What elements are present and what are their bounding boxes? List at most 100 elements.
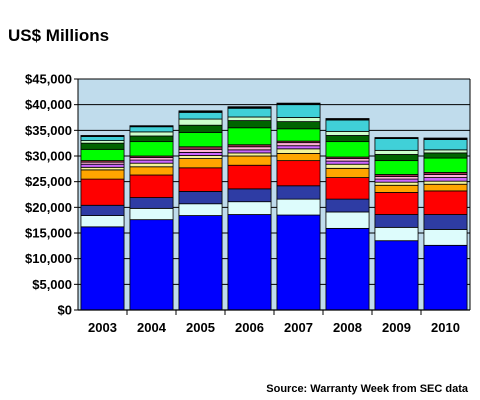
bar-segment bbox=[423, 214, 468, 230]
bar-segment bbox=[178, 152, 223, 156]
x-tick-label: 2007 bbox=[284, 320, 313, 335]
bar-segment bbox=[129, 219, 174, 311]
x-tick-label: 2010 bbox=[431, 320, 460, 335]
bar-segment bbox=[178, 158, 223, 169]
bar-segment bbox=[325, 177, 370, 200]
bar-segment bbox=[423, 190, 468, 215]
bars bbox=[80, 102, 468, 311]
bar-segment bbox=[325, 118, 370, 121]
bar-segment bbox=[276, 142, 321, 147]
bar-segment bbox=[178, 167, 223, 192]
y-tick-label: $30,000 bbox=[25, 149, 72, 164]
x-tick-label: 2004 bbox=[137, 320, 167, 335]
bar-segment bbox=[423, 177, 468, 182]
bar-segment bbox=[325, 211, 370, 229]
x-tick-label: 2006 bbox=[235, 320, 264, 335]
bar-segment bbox=[80, 226, 125, 311]
bar-segment bbox=[80, 148, 125, 162]
bar-segment bbox=[129, 159, 174, 164]
bar-segment bbox=[178, 131, 223, 148]
bar-segment bbox=[129, 207, 174, 221]
bar-segment bbox=[227, 164, 272, 190]
bar-segment bbox=[227, 149, 272, 154]
bar-segment bbox=[374, 181, 419, 186]
bar-segment bbox=[276, 214, 321, 311]
bar-segment bbox=[423, 174, 468, 178]
bar-segment bbox=[129, 125, 174, 128]
y-tick-label: $15,000 bbox=[25, 226, 72, 241]
bar-segment bbox=[374, 178, 419, 183]
bar-segment bbox=[325, 135, 370, 143]
x-tick-label: 2003 bbox=[88, 320, 117, 335]
y-tick-label: $40,000 bbox=[25, 97, 72, 112]
bar-segment bbox=[227, 116, 272, 121]
bar-segment bbox=[325, 198, 370, 213]
bar-segment bbox=[227, 127, 272, 146]
bar-segment bbox=[178, 118, 223, 126]
bar-segment bbox=[374, 160, 419, 175]
bar-segment bbox=[374, 149, 419, 155]
bar-segment bbox=[374, 214, 419, 228]
bar-segment bbox=[80, 136, 125, 141]
bar-segment bbox=[227, 152, 272, 157]
bar-segment bbox=[80, 142, 125, 150]
bar-segment bbox=[423, 229, 468, 246]
bar-segment bbox=[423, 180, 468, 185]
bar-segment bbox=[178, 191, 223, 205]
chart-title: US$ Millions bbox=[8, 26, 110, 45]
bar-segment bbox=[423, 149, 468, 154]
bar-segment bbox=[325, 119, 370, 132]
bar-segment bbox=[129, 135, 174, 143]
y-tick-label: $20,000 bbox=[25, 200, 72, 215]
axes: $0 $5,000 $10,000 $15,000 $20,000 $25,000 $30,… bbox=[25, 72, 471, 335]
y-tick-label: $5,000 bbox=[32, 277, 72, 292]
bar-segment bbox=[227, 155, 272, 166]
bar-segment bbox=[178, 124, 223, 133]
bar-segment bbox=[276, 153, 321, 162]
bar-segment bbox=[325, 163, 370, 169]
bar-segment bbox=[276, 148, 321, 154]
bar-segment bbox=[325, 141, 370, 158]
bar-segment bbox=[423, 157, 468, 173]
bar-segment bbox=[374, 154, 419, 162]
bar-segment bbox=[80, 215, 125, 228]
bar-segment bbox=[374, 226, 419, 242]
bar-segment bbox=[276, 185, 321, 200]
bar-segment bbox=[423, 244, 468, 311]
bar-segment bbox=[276, 121, 321, 130]
bar-segment bbox=[227, 214, 272, 311]
bar-segment bbox=[178, 110, 223, 113]
bar-segment bbox=[276, 160, 321, 187]
y-tick-label: $25,000 bbox=[25, 174, 72, 189]
bar-segment bbox=[80, 135, 125, 137]
bar-segment bbox=[227, 106, 272, 109]
bar-segment bbox=[80, 169, 125, 180]
bar-segment bbox=[178, 155, 223, 159]
bar-segment bbox=[325, 227, 370, 311]
bar-segment bbox=[178, 148, 223, 153]
bar-segment bbox=[80, 178, 125, 206]
bar-segment bbox=[423, 137, 468, 140]
bar-segment bbox=[227, 201, 272, 215]
bar-segment bbox=[227, 107, 272, 118]
bar-segment bbox=[129, 197, 174, 209]
y-tick-label: $10,000 bbox=[25, 251, 72, 266]
bar-segment bbox=[423, 139, 468, 151]
bar-segment bbox=[276, 198, 321, 216]
bar-segment bbox=[423, 183, 468, 192]
x-tick-label: 2005 bbox=[186, 320, 215, 335]
bar-segment bbox=[178, 203, 223, 216]
y-tick-label: $0 bbox=[58, 303, 72, 318]
bar-segment bbox=[129, 131, 174, 137]
bar-segment bbox=[325, 160, 370, 165]
bar-segment bbox=[129, 141, 174, 157]
bar-segment bbox=[178, 111, 223, 120]
y-tick-label: $45,000 bbox=[25, 72, 72, 87]
bar-segment bbox=[129, 174, 174, 198]
bar-segment bbox=[276, 117, 321, 123]
bar-segment bbox=[276, 102, 321, 106]
bar-segment bbox=[423, 152, 468, 159]
bar-segment bbox=[227, 120, 272, 129]
bar-segment bbox=[276, 104, 321, 118]
